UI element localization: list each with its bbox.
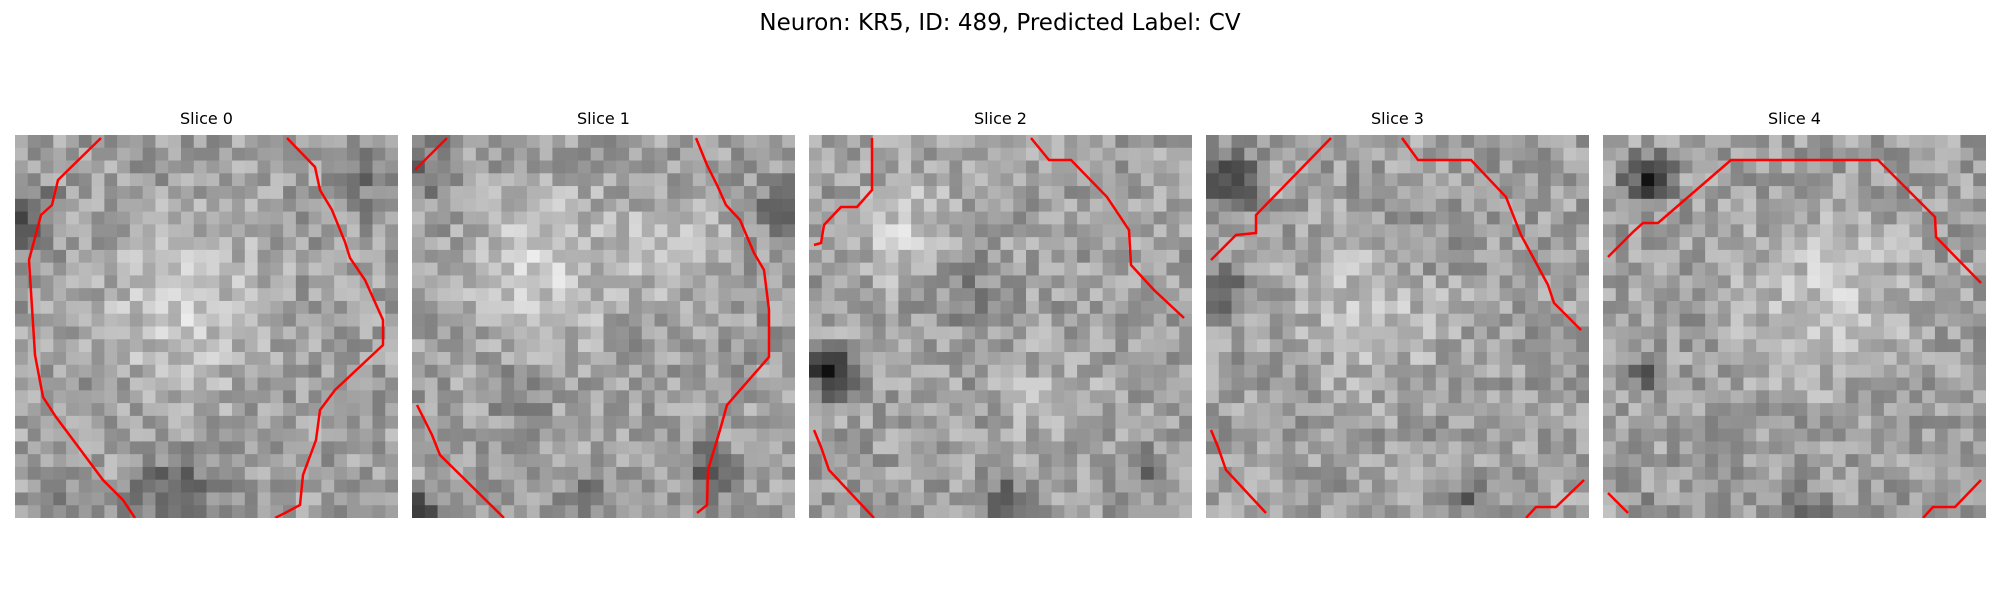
slice-panel-2: Slice 2 [809, 108, 1192, 518]
slice-panel-4: Slice 4 [1603, 108, 1986, 518]
slice-title: Slice 2 [974, 109, 1027, 128]
slice-title: Slice 0 [180, 109, 233, 128]
segmentation-contour [1922, 479, 1982, 518]
slice-image-3 [1206, 135, 1589, 518]
segmentation-contour [812, 429, 875, 518]
slice-pixels [809, 135, 1192, 518]
slice-panel-1: Slice 1 [412, 108, 795, 518]
slice-pixels [412, 135, 795, 518]
segmentation-contour [1525, 479, 1585, 518]
segmentation-contour [1210, 137, 1332, 261]
slice-panel-3: Slice 3 [1206, 108, 1589, 518]
segmentation-contour [415, 404, 505, 518]
segmentation-contour [274, 137, 385, 518]
segmentation-contour [694, 137, 771, 514]
segmentation-contour [813, 138, 874, 247]
slice-title: Slice 3 [1371, 109, 1424, 128]
segmentation-contour [1030, 137, 1185, 319]
slice-image-2 [809, 135, 1192, 518]
slice-image-4 [1603, 135, 1986, 518]
segmentation-contour [1607, 158, 1982, 284]
segmentation-contour [414, 137, 448, 171]
figure-title: Neuron: KR5, ID: 489, Predicted Label: C… [759, 10, 1241, 36]
slice-panel-0: Slice 0 [15, 108, 398, 518]
slice-pixels [1206, 135, 1589, 518]
slice-pixels [1603, 135, 1986, 518]
slice-image-1 [412, 135, 795, 518]
segmentation-contour [1400, 137, 1582, 331]
slice-image-0 [15, 135, 398, 518]
slice-title: Slice 4 [1768, 109, 1821, 128]
segmentation-contour [1607, 492, 1629, 514]
segmentation-contour [27, 137, 137, 518]
segmentation-contour [1209, 429, 1267, 514]
slice-pixels [15, 135, 398, 518]
slice-title: Slice 1 [577, 109, 630, 128]
